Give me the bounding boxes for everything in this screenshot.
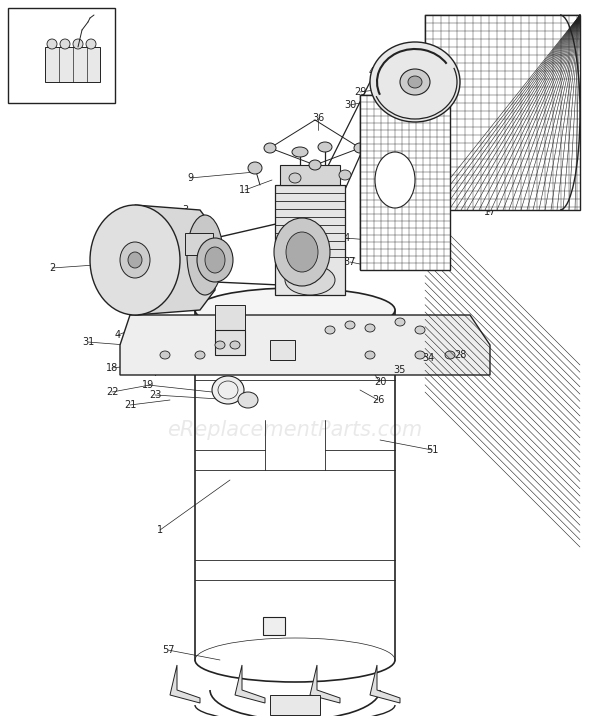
Ellipse shape (415, 351, 425, 359)
Text: 41: 41 (369, 67, 381, 77)
Bar (215, 330, 245, 355)
Ellipse shape (90, 205, 180, 315)
Ellipse shape (187, 215, 223, 295)
Ellipse shape (195, 351, 205, 359)
Text: wiring: wiring (22, 33, 52, 43)
Ellipse shape (73, 39, 83, 49)
Text: 37: 37 (344, 257, 356, 267)
Ellipse shape (215, 341, 225, 349)
Bar (45, 47, 100, 82)
Ellipse shape (120, 242, 150, 278)
Ellipse shape (339, 170, 351, 180)
Ellipse shape (128, 252, 142, 268)
Ellipse shape (309, 160, 321, 170)
Text: 32: 32 (62, 22, 74, 32)
Text: 31: 31 (72, 10, 84, 20)
Bar (8, 8, 115, 103)
Text: 1: 1 (157, 525, 163, 535)
Bar (270, 695, 320, 715)
Ellipse shape (400, 69, 430, 95)
Text: 21: 21 (124, 400, 136, 410)
Ellipse shape (274, 218, 330, 286)
Text: 15: 15 (409, 210, 421, 220)
Text: eReplacementParts.com: eReplacementParts.com (168, 420, 422, 440)
Polygon shape (120, 315, 490, 375)
Ellipse shape (408, 76, 422, 88)
Text: 18: 18 (106, 363, 118, 373)
Ellipse shape (345, 321, 355, 329)
Polygon shape (235, 665, 265, 703)
Ellipse shape (212, 376, 244, 404)
Text: 5: 5 (145, 243, 151, 253)
Polygon shape (135, 205, 215, 315)
Ellipse shape (415, 326, 425, 334)
Ellipse shape (370, 42, 460, 122)
Ellipse shape (238, 392, 258, 408)
Ellipse shape (365, 351, 375, 359)
Ellipse shape (292, 147, 308, 157)
Ellipse shape (160, 351, 170, 359)
Text: 28: 28 (454, 350, 466, 360)
Polygon shape (310, 665, 340, 703)
Ellipse shape (445, 351, 455, 359)
Text: 34: 34 (422, 353, 434, 363)
Text: 36: 36 (312, 113, 324, 123)
Ellipse shape (325, 326, 335, 334)
Text: 6: 6 (164, 227, 170, 237)
Text: 30: 30 (344, 100, 356, 110)
Ellipse shape (286, 232, 318, 272)
Ellipse shape (375, 152, 415, 208)
Text: 7: 7 (164, 243, 170, 253)
Text: 9: 9 (187, 173, 193, 183)
Bar (425, 15, 580, 210)
Text: 35: 35 (394, 365, 406, 375)
Text: 2: 2 (49, 263, 55, 273)
Text: 19: 19 (142, 380, 154, 390)
Bar (185, 233, 213, 255)
Text: 57: 57 (162, 645, 174, 655)
Ellipse shape (230, 341, 240, 349)
Text: 20: 20 (374, 377, 386, 387)
Ellipse shape (47, 39, 57, 49)
Ellipse shape (318, 142, 332, 152)
Text: 17: 17 (484, 207, 496, 217)
Ellipse shape (60, 39, 70, 49)
Bar (263, 617, 285, 635)
Ellipse shape (86, 39, 96, 49)
Text: 8: 8 (172, 213, 178, 223)
Text: 4: 4 (115, 330, 121, 340)
Text: For: For (22, 13, 37, 23)
Text: 31: 31 (82, 337, 94, 347)
Bar (270, 340, 295, 360)
Ellipse shape (248, 162, 262, 174)
Text: 14: 14 (339, 233, 351, 243)
Text: 11: 11 (239, 185, 251, 195)
Ellipse shape (205, 247, 225, 273)
Text: customer: customer (22, 23, 68, 33)
Bar (360, 95, 450, 270)
Text: 33: 33 (312, 263, 324, 273)
Text: 51: 51 (426, 445, 438, 455)
Ellipse shape (264, 143, 276, 153)
Polygon shape (370, 665, 400, 703)
Ellipse shape (289, 173, 301, 183)
Text: 3: 3 (182, 205, 188, 215)
Bar (275, 185, 345, 295)
Ellipse shape (197, 238, 233, 282)
Ellipse shape (365, 324, 375, 332)
Ellipse shape (285, 265, 335, 295)
Bar (280, 165, 340, 185)
Text: 26: 26 (372, 395, 384, 405)
Ellipse shape (395, 318, 405, 326)
Polygon shape (170, 665, 200, 703)
Text: 16: 16 (539, 147, 551, 157)
Bar (215, 305, 245, 330)
Text: 29: 29 (354, 87, 366, 97)
Text: 13: 13 (314, 250, 326, 260)
Text: 23: 23 (149, 390, 161, 400)
Text: 12: 12 (314, 180, 326, 190)
Ellipse shape (354, 143, 366, 153)
Ellipse shape (195, 288, 395, 332)
Text: 22: 22 (106, 387, 118, 397)
